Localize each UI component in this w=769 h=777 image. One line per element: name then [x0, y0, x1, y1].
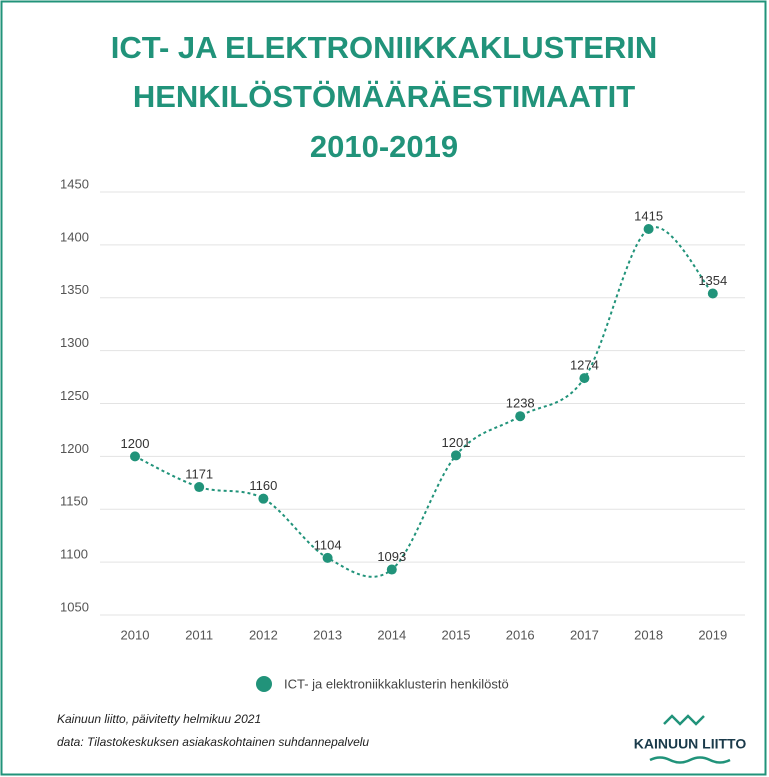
x-tick-label: 2015	[442, 627, 471, 642]
data-label: 1238	[506, 396, 535, 411]
line	[134, 226, 714, 578]
point	[707, 288, 718, 299]
data-label: 1201	[442, 435, 471, 450]
x-tick-label: 2011	[185, 627, 213, 642]
x-tick-label: 2010	[121, 627, 150, 642]
y-tick-label: 1250	[60, 388, 89, 403]
point	[322, 552, 333, 563]
x-tick-label: 2016	[506, 627, 535, 642]
data-label: 1274	[570, 358, 599, 373]
x-tick-label: 2013	[313, 627, 342, 642]
data-label: 1104	[314, 537, 342, 552]
x-tick-label: 2017	[570, 627, 599, 642]
point	[643, 224, 654, 235]
chart-title: ICT- JA ELEKTRONIIKKAKLUSTERIN	[111, 30, 658, 65]
legend-marker	[256, 676, 272, 692]
footer-note: Kainuun liitto, päivitetty helmikuu 2021	[57, 712, 261, 726]
point	[258, 493, 269, 504]
point	[130, 451, 140, 462]
chart-title: HENKILÖSTÖMÄÄRÄESTIMAATIT	[133, 79, 635, 114]
y-tick-label: 1150	[60, 494, 88, 509]
data-label: 1354	[698, 273, 727, 288]
y-tick-label: 1400	[60, 229, 89, 244]
y-tick-label: 1100	[60, 547, 88, 562]
data-label: 1160	[249, 478, 277, 493]
point	[386, 564, 397, 575]
data-label: 1171	[185, 466, 213, 481]
y-tick-label: 1300	[60, 335, 89, 350]
data-label: 1415	[634, 208, 663, 223]
logo-icon	[663, 714, 705, 726]
footer-note: data: Tilastokeskuksen asiakaskohtainen …	[57, 735, 369, 749]
point	[579, 373, 590, 384]
point	[515, 411, 526, 422]
y-tick-label: 1200	[60, 441, 89, 456]
x-tick-label: 2012	[249, 627, 278, 642]
y-tick-label: 1450	[60, 176, 89, 191]
y-tick-label: 1350	[60, 282, 89, 297]
legend-label: ICT- ja elektroniikkaklusterin henkilöst…	[284, 676, 509, 691]
point	[451, 450, 461, 461]
data-label: 1200	[121, 436, 150, 451]
logo-icon	[649, 756, 731, 764]
point	[194, 482, 205, 493]
x-tick-label: 2018	[634, 627, 663, 642]
y-tick-label: 1050	[60, 599, 89, 614]
x-tick-label: 2014	[377, 627, 406, 642]
x-tick-label: 2019	[698, 627, 727, 642]
logo-text: KAINUUN LIITTO	[634, 736, 747, 752]
data-label: 1093	[377, 549, 406, 564]
chart-title: 2010-2019	[310, 129, 458, 164]
